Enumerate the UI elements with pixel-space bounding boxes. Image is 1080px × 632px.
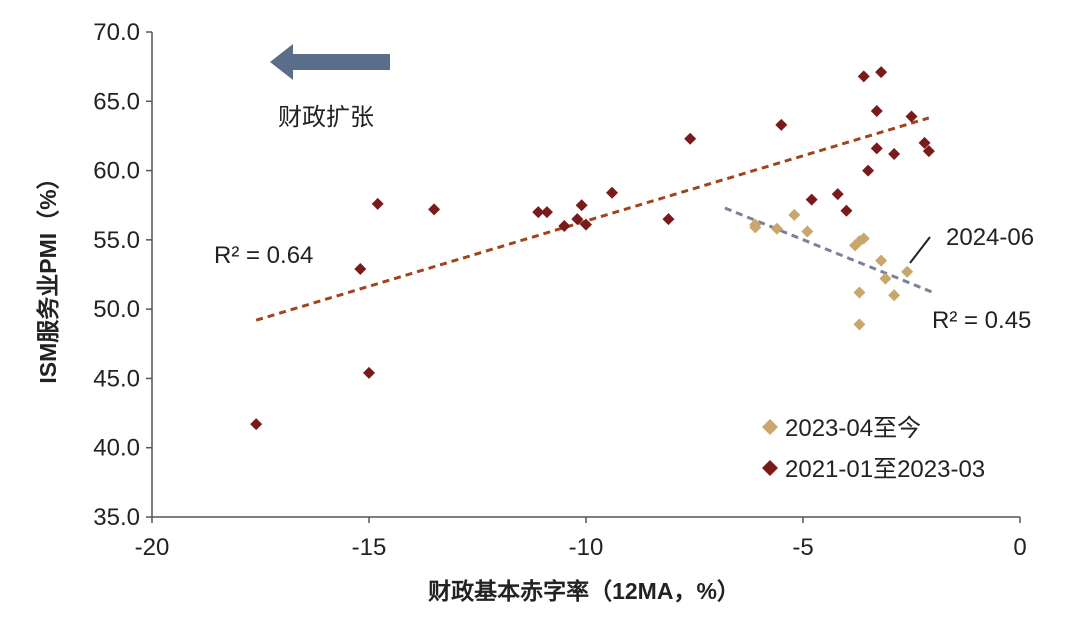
data-point-recent xyxy=(879,272,892,285)
data-point-earlier xyxy=(840,204,853,217)
x-tick-label: -10 xyxy=(569,534,604,561)
axes-group: 35.0 40.0 45.0 50.0 55.0 60.0 65.0 70.0 -20 -15 -1… xyxy=(93,19,1026,561)
data-point-earlier xyxy=(805,193,818,206)
data-point-recent xyxy=(853,318,866,331)
legend-label-recent: 2023-04至今 xyxy=(785,415,921,442)
data-point-earlier xyxy=(580,218,592,231)
data-point-earlier xyxy=(684,132,697,145)
x-tick-label: -5 xyxy=(792,534,813,561)
y-tick-label: 55.0 xyxy=(93,227,140,254)
y-tick-label: 45.0 xyxy=(93,365,140,392)
data-point-earlier xyxy=(918,136,931,149)
data-point-earlier xyxy=(606,186,619,199)
data-point-earlier xyxy=(888,147,901,160)
arrow-left-icon xyxy=(270,44,390,80)
data-point-recent xyxy=(857,232,870,245)
arrow-annotation-text: 财政扩张 xyxy=(278,104,374,131)
y-tick-label: 35.0 xyxy=(93,504,140,531)
legend-marker-recent xyxy=(762,419,778,435)
data-point-recent xyxy=(770,222,783,235)
x-axis-title: 财政基本赤字率（12MA，%） xyxy=(428,578,740,604)
data-point-recent xyxy=(749,221,762,234)
data-point-earlier xyxy=(857,70,870,83)
trendline-1 xyxy=(724,206,934,294)
data-points-group xyxy=(250,66,935,431)
legend-marker-earlier xyxy=(762,460,778,476)
r2-label-red: R² = 0.64 xyxy=(214,242,313,269)
data-point-earlier xyxy=(250,418,263,431)
callout-leader-line xyxy=(909,236,931,264)
data-point-earlier xyxy=(363,366,375,379)
annotations-group: 财政扩张 R² = 0.64 R² = 0.45 2024-06 xyxy=(214,44,1034,334)
data-point-earlier xyxy=(831,188,844,201)
x-tick-label: 0 xyxy=(1013,534,1026,561)
data-point-earlier xyxy=(571,213,584,226)
trendline-0 xyxy=(255,116,930,322)
data-point-earlier xyxy=(870,142,883,155)
data-point-recent xyxy=(801,225,814,238)
data-point-earlier xyxy=(862,164,875,177)
axis-titles-group: 财政基本赤字率（12MA，%） ISM服务业PMI（%） xyxy=(35,166,740,604)
callout-label: 2024-06 xyxy=(946,224,1034,251)
data-point-recent xyxy=(901,265,914,278)
data-point-earlier xyxy=(532,206,545,219)
data-point-earlier xyxy=(875,66,888,79)
x-tick-label: -15 xyxy=(352,534,387,561)
data-point-earlier xyxy=(371,197,384,210)
y-tick-label: 40.0 xyxy=(93,435,140,462)
data-point-earlier xyxy=(775,118,788,131)
data-point-earlier xyxy=(540,206,553,219)
data-point-earlier xyxy=(922,145,935,158)
r2-label-gray: R² = 0.45 xyxy=(932,307,1031,334)
data-point-earlier xyxy=(870,104,883,117)
data-point-earlier xyxy=(558,220,571,232)
data-point-earlier xyxy=(575,199,588,212)
y-axis-title: ISM服务业PMI（%） xyxy=(35,166,61,383)
data-point-recent xyxy=(788,208,801,221)
trendlines-group xyxy=(255,116,934,322)
data-point-recent xyxy=(853,286,866,299)
x-tick-label: -20 xyxy=(135,534,170,561)
y-tick-label: 65.0 xyxy=(93,88,140,115)
y-tick-label: 50.0 xyxy=(93,296,140,323)
data-point-earlier xyxy=(905,110,918,123)
legend-label-earlier: 2021-01至2023-03 xyxy=(785,456,985,483)
y-tick-label: 60.0 xyxy=(93,158,140,185)
data-point-recent xyxy=(888,289,901,302)
y-tick-label: 70.0 xyxy=(93,19,140,46)
data-point-earlier xyxy=(662,213,675,226)
data-point-recent xyxy=(875,254,888,267)
data-point-earlier xyxy=(354,262,367,275)
data-point-earlier xyxy=(428,203,441,216)
legend: 2023-04至今 2021-01至2023-03 xyxy=(762,415,985,483)
